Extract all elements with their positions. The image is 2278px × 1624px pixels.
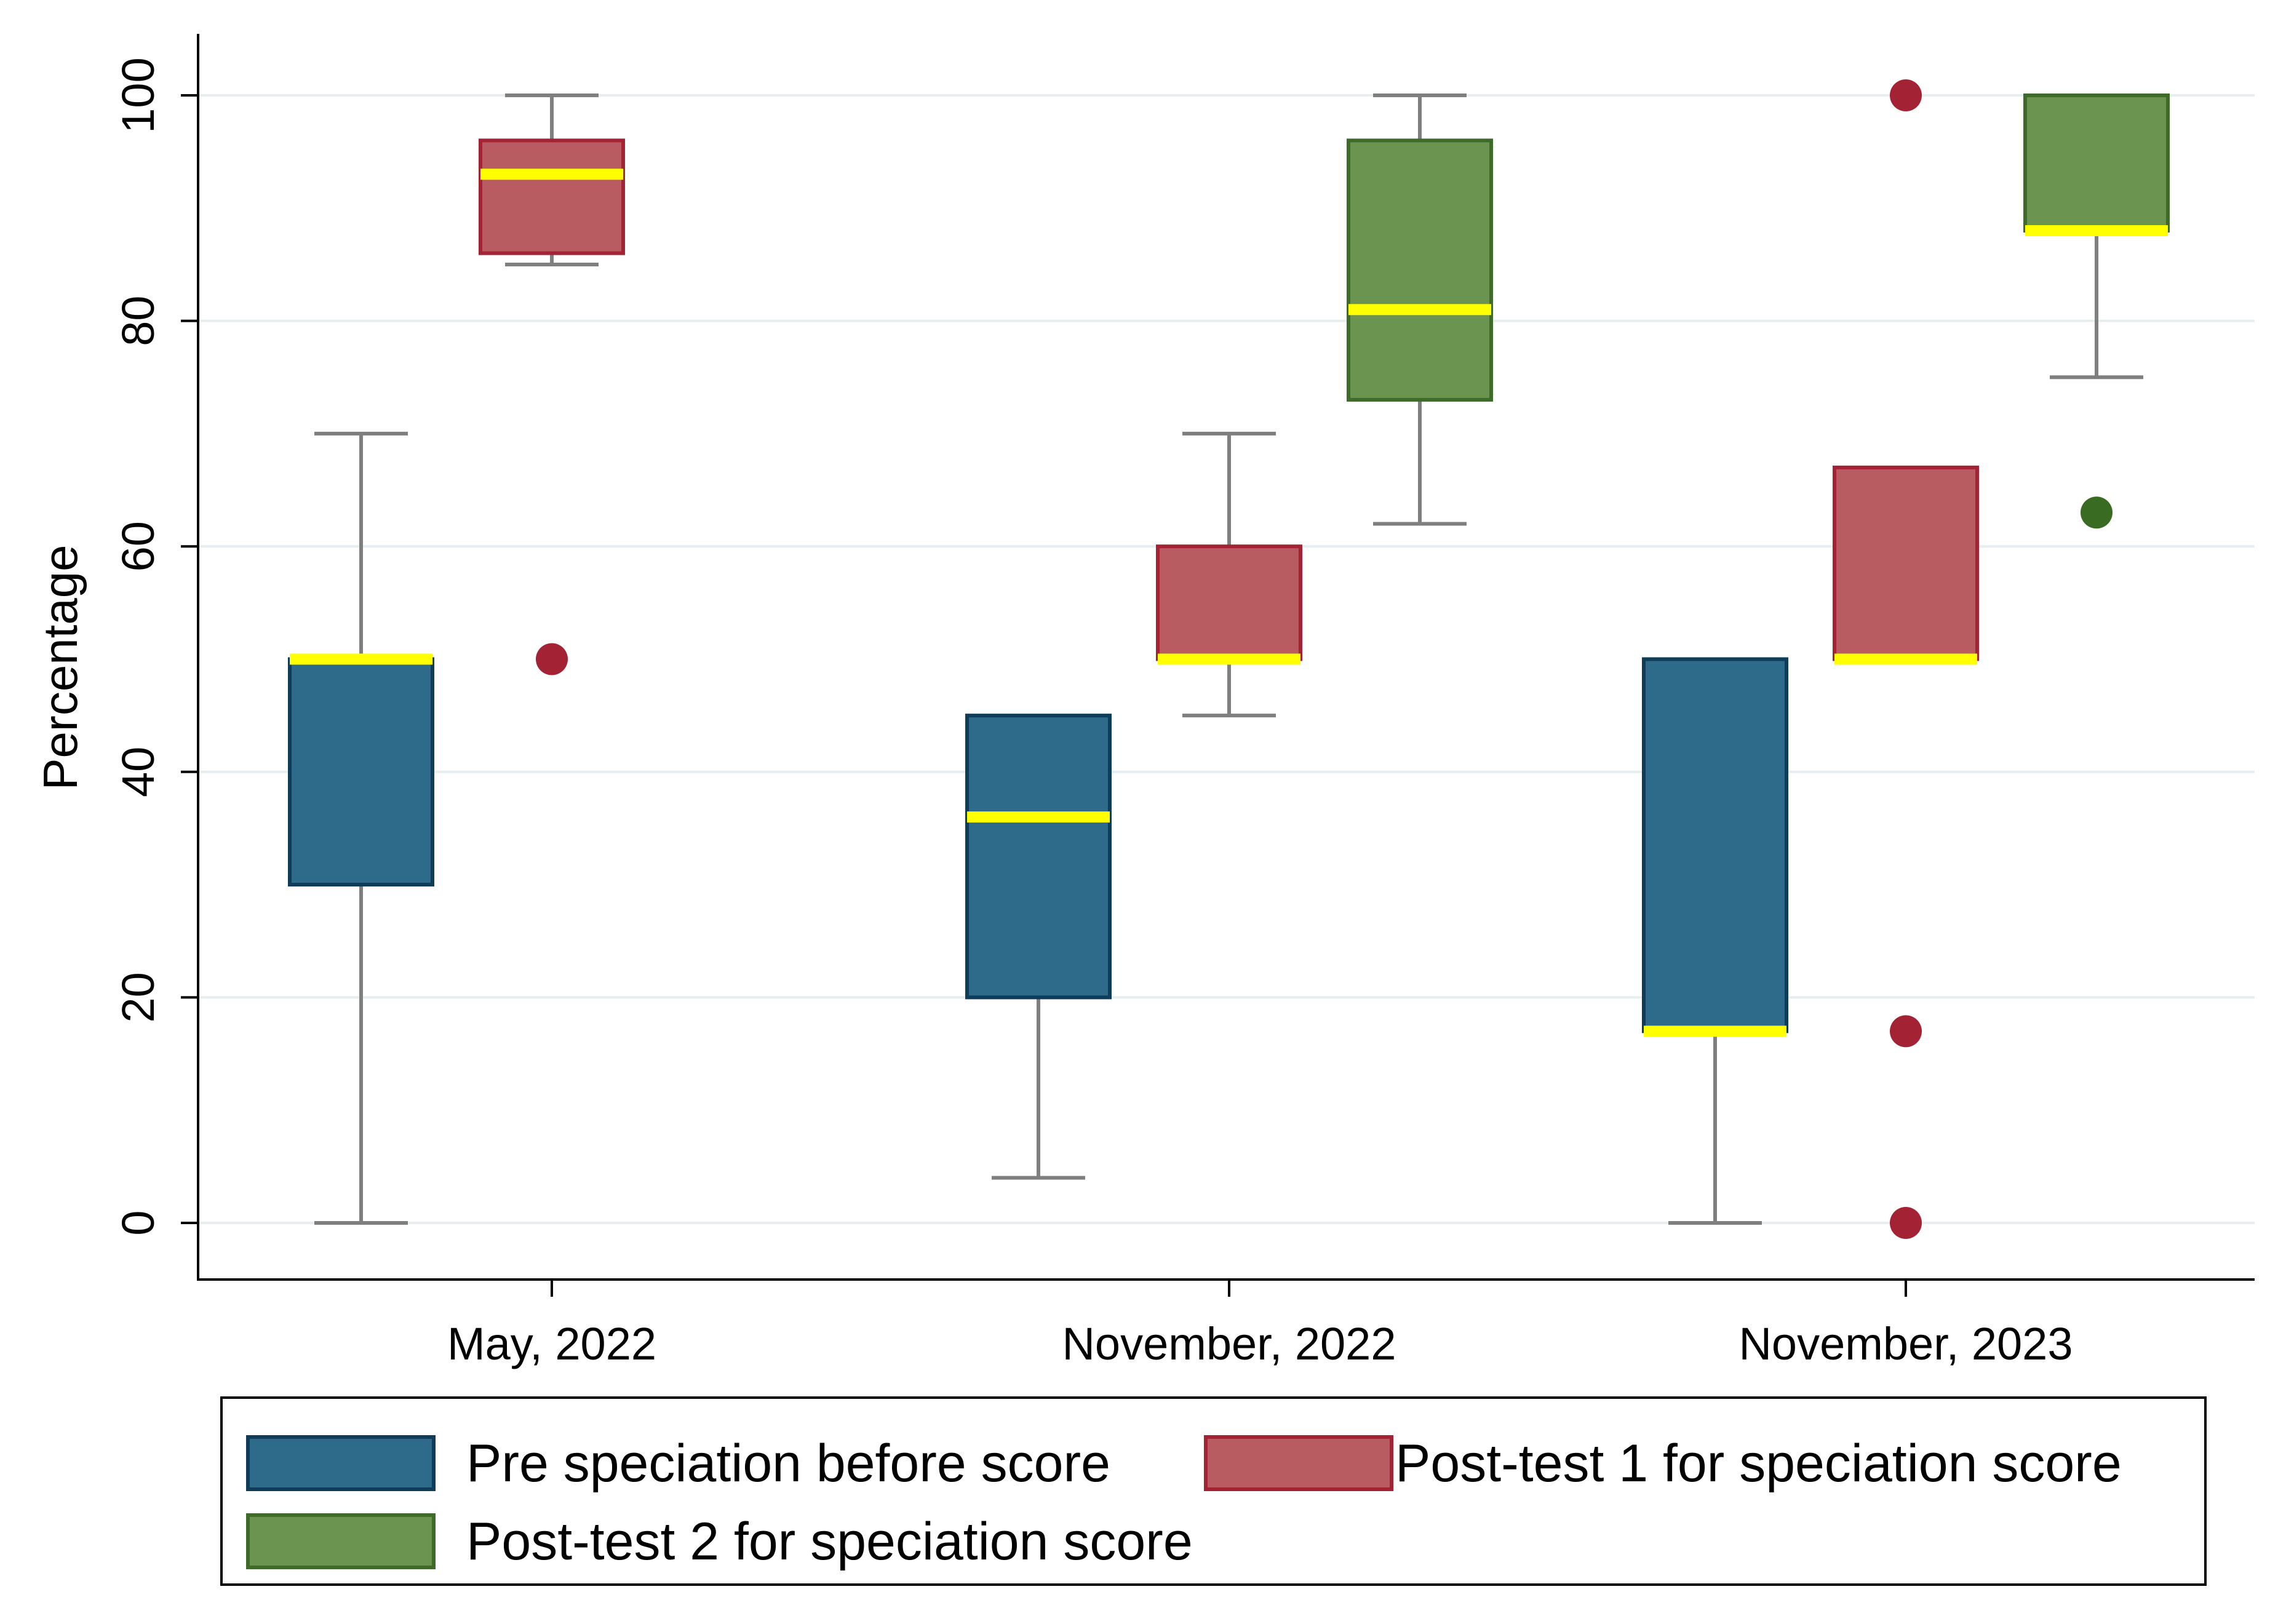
outlier-2 bbox=[1890, 1207, 1922, 1239]
box-body bbox=[2023, 94, 2170, 233]
axis-ticks: 0 20 40 60 80 100 May, 2022 November, 2022 Novem… bbox=[113, 57, 2073, 1369]
y-tick-label-0: 0 bbox=[113, 1210, 164, 1235]
y-tick-label-60: 60 bbox=[113, 521, 164, 571]
legend-label-2: Post-test 2 for speciation score bbox=[466, 1512, 1193, 1571]
outlier-0 bbox=[1890, 79, 1922, 111]
y-tick-label-100: 100 bbox=[113, 57, 164, 133]
legend-swatch-0 bbox=[246, 1435, 436, 1491]
legend-swatch-1 bbox=[1204, 1435, 1393, 1491]
box-body bbox=[1156, 544, 1302, 661]
axes bbox=[197, 34, 2255, 1281]
box-body bbox=[1347, 138, 1493, 402]
y-tick-label-80: 80 bbox=[113, 295, 164, 346]
x-tick-label-1: November, 2022 bbox=[1062, 1318, 1396, 1369]
legend-swatch-2 bbox=[246, 1513, 436, 1569]
legend-label-1: Post-test 1 for speciation score bbox=[1395, 1434, 2122, 1493]
y-tick-label-40: 40 bbox=[113, 747, 164, 797]
x-tick-label-2: November, 2023 bbox=[1738, 1318, 2073, 1369]
outlier-1 bbox=[1890, 1015, 1922, 1048]
outlier-0 bbox=[536, 643, 568, 675]
x-tick-label-0: May, 2022 bbox=[447, 1318, 656, 1369]
box-body bbox=[288, 657, 434, 887]
box-1-2 bbox=[1833, 79, 1979, 1239]
box-0-2 bbox=[1642, 657, 1788, 1225]
box-0-0 bbox=[288, 431, 434, 1225]
box-1-0 bbox=[479, 94, 625, 675]
box-body bbox=[1642, 657, 1788, 1033]
legend: Pre speciation before score Post-test 1 f… bbox=[220, 1396, 2207, 1586]
box-0-1 bbox=[965, 714, 1112, 1180]
box-body bbox=[1833, 465, 1979, 661]
legend-label-0: Pre speciation before score bbox=[466, 1434, 1110, 1493]
outlier-0 bbox=[2081, 496, 2113, 529]
box-body bbox=[965, 714, 1112, 1000]
box-2-1 bbox=[1347, 94, 1493, 526]
y-axis-title: Percentage bbox=[33, 545, 87, 790]
box-body bbox=[479, 138, 625, 255]
box-1-1 bbox=[1156, 431, 1302, 718]
box-2-2 bbox=[2023, 94, 2170, 529]
box-plot-series bbox=[288, 79, 2170, 1239]
y-tick-label-20: 20 bbox=[113, 972, 164, 1022]
